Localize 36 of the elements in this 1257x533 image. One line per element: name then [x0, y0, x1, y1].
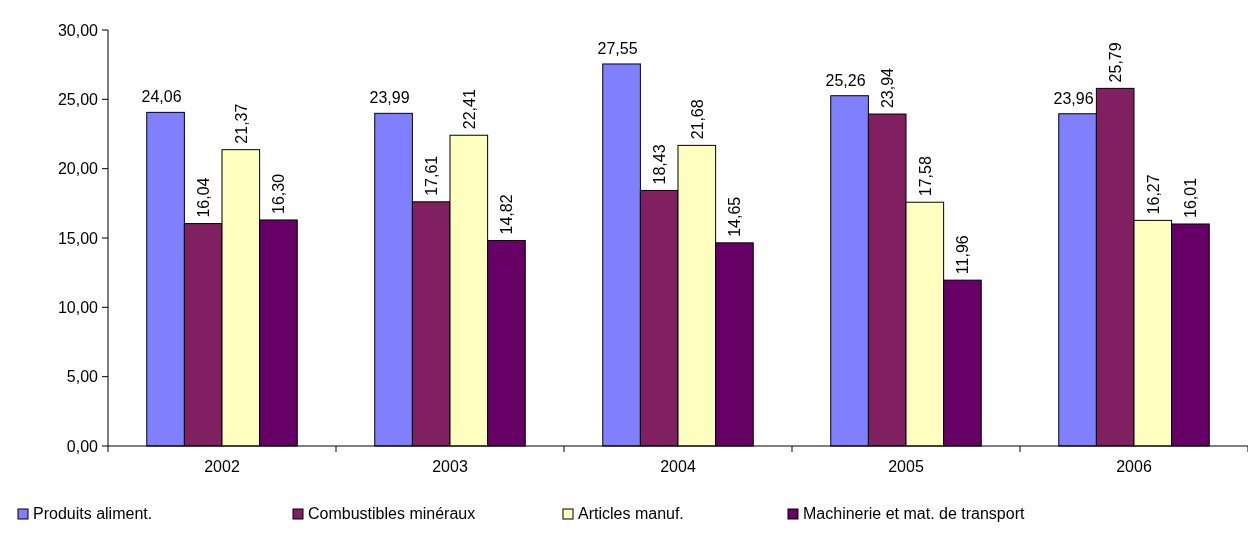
y-tick-label: 20,00	[57, 160, 99, 178]
data-label: 17,61	[423, 155, 441, 196]
data-label: 14,82	[498, 194, 516, 235]
x-tick-label: 2002	[204, 458, 240, 475]
data-label: 16,30	[270, 173, 288, 214]
data-label: 27,55	[597, 39, 638, 57]
data-label: 21,68	[688, 99, 706, 140]
data-label: 11,96	[954, 235, 972, 275]
data-label: 23,96	[1053, 89, 1094, 107]
x-tick-label: 2004	[660, 458, 696, 475]
y-tick-label: 10,00	[57, 298, 99, 316]
y-tick-label: 15,00	[57, 229, 99, 247]
data-label: 16,04	[195, 177, 213, 218]
legend-label: Articles manuf.	[578, 505, 684, 522]
x-tick-label: 2006	[1116, 458, 1152, 475]
y-tick-label: 0,00	[66, 437, 99, 455]
data-label: 23,94	[879, 67, 897, 109]
data-label: 25,79	[1107, 42, 1125, 83]
data-label: 17,58	[916, 156, 934, 197]
data-label: 16,01	[1182, 177, 1200, 218]
data-label: 24,06	[141, 88, 182, 106]
data-label: 23,99	[369, 89, 410, 107]
data-label: 14,65	[726, 196, 744, 237]
y-tick-label: 30,00	[57, 21, 99, 39]
data-label: 25,26	[825, 71, 866, 89]
data-label: 18,43	[651, 144, 669, 185]
legend-label: Produits aliment.	[33, 505, 153, 522]
data-label: 16,27	[1144, 174, 1162, 215]
x-tick-label: 2005	[888, 458, 924, 475]
data-label: 21,37	[232, 103, 250, 144]
y-tick-label: 25,00	[57, 90, 99, 108]
data-label: 22,41	[460, 89, 478, 130]
y-tick-label: 5,00	[66, 368, 99, 386]
legend-label: Machinerie et mat. de transport	[803, 505, 1025, 522]
x-tick-label: 2003	[432, 458, 468, 475]
legend-label: Combustibles minéraux	[308, 505, 476, 522]
